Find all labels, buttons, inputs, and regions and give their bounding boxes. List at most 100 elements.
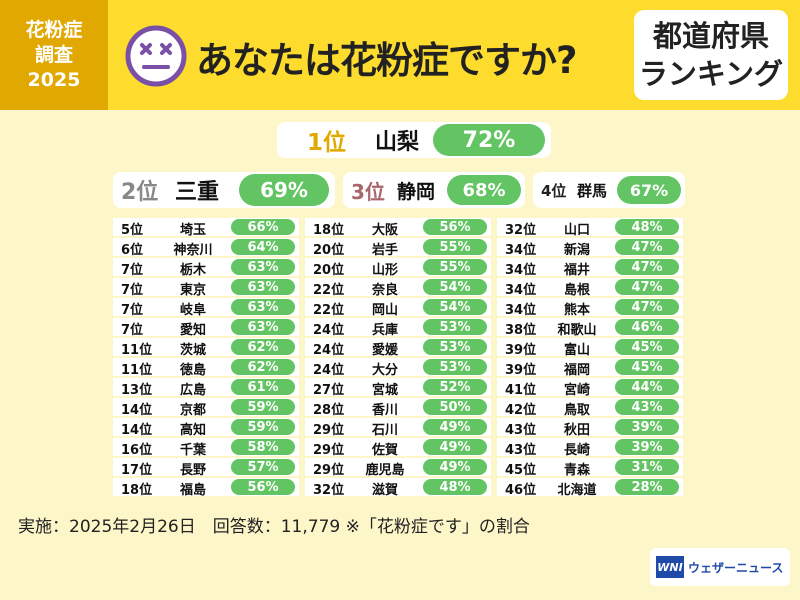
- rank-label: 41位: [505, 383, 537, 398]
- percent-pill: 63%: [231, 299, 295, 315]
- ranking-row: 7位 岐阜 63%: [113, 298, 299, 318]
- ranking-row: 17位 長野 57%: [113, 458, 299, 478]
- rank-label: 45位: [505, 463, 537, 478]
- percent-pill: 63%: [231, 279, 295, 295]
- prefecture-name: 福岡: [563, 363, 590, 378]
- prefecture-name: 青森: [563, 463, 590, 478]
- percent-pill: 69%: [239, 174, 329, 206]
- ranking-row: 14位 京都 59%: [113, 398, 299, 418]
- rank-label: 7位: [121, 303, 144, 318]
- ranking-row: 14位 高知 59%: [113, 418, 299, 438]
- rank-label: 14位: [121, 403, 153, 418]
- prefecture-name: 宮崎: [563, 383, 590, 398]
- percent-pill: 45%: [615, 339, 679, 355]
- prefecture-name: 石川: [371, 423, 398, 438]
- rank-label: 5位: [121, 223, 144, 238]
- ranking-row: 22位 奈良 54%: [305, 278, 491, 298]
- rank-label: 4位: [541, 181, 567, 200]
- ranking-row: 24位 兵庫 53%: [305, 318, 491, 338]
- percent-pill: 48%: [423, 479, 487, 495]
- rank-label: 38位: [505, 323, 537, 338]
- prefecture-name: 山口: [563, 223, 590, 238]
- prefecture-name: 山梨: [375, 130, 420, 155]
- prefecture-name: 茨城: [179, 343, 206, 358]
- rank-label: 34位: [505, 243, 537, 258]
- ranking-row: 20位 山形 55%: [305, 258, 491, 278]
- percent-pill: 64%: [231, 239, 295, 255]
- rank-label: 20位: [313, 243, 345, 258]
- rank-label: 18位: [313, 223, 345, 238]
- survey-tag: 花粉症 調査 2025: [0, 0, 108, 110]
- ranking-row: 7位 愛知 63%: [113, 318, 299, 338]
- percent-pill: 49%: [423, 419, 487, 435]
- ranking-row: 18位 福島 56%: [113, 478, 299, 498]
- prefecture-name: 徳島: [179, 363, 206, 378]
- ranking-row: 22位 岡山 54%: [305, 298, 491, 318]
- rank-label: 39位: [505, 343, 537, 358]
- percent-pill: 54%: [423, 279, 487, 295]
- ranking-row: 39位 福岡 45%: [497, 358, 683, 378]
- prefecture-name: 長崎: [563, 443, 590, 458]
- rank-label: 24位: [313, 343, 345, 358]
- ranking-row: 29位 鹿児島 49%: [305, 458, 491, 478]
- percent-pill: 46%: [615, 319, 679, 335]
- percent-pill: 52%: [423, 379, 487, 395]
- prefecture-name: 長野: [179, 463, 206, 478]
- percent-pill: 63%: [231, 319, 295, 335]
- rank-1-card: 1位 山梨 72%: [277, 122, 551, 158]
- rank-label: 34位: [505, 263, 537, 278]
- prefecture-name: 静岡: [397, 180, 436, 203]
- ranking-row: 32位 滋賀 48%: [305, 478, 491, 498]
- rank-2-card: 2位 三重 69%: [113, 172, 335, 208]
- rank-label: 29位: [313, 463, 345, 478]
- percent-pill: 63%: [231, 259, 295, 275]
- header-banner: 花粉症 調査 2025 あなたは花粉症ですか? 都道府県 ランキング: [0, 0, 800, 110]
- prefecture-name: 佐賀: [371, 443, 398, 458]
- ranking-row: 34位 熊本 47%: [497, 298, 683, 318]
- percent-pill: 62%: [231, 359, 295, 375]
- percent-pill: 31%: [615, 459, 679, 475]
- ranking-row: 34位 島根 47%: [497, 278, 683, 298]
- percent-pill: 53%: [423, 359, 487, 375]
- rank-label: 2位: [121, 180, 159, 205]
- percent-pill: 54%: [423, 299, 487, 315]
- ranking-row: 24位 愛媛 53%: [305, 338, 491, 358]
- percent-pill: 44%: [615, 379, 679, 395]
- prefecture-name: 埼玉: [179, 223, 206, 238]
- prefecture-name: 京都: [179, 403, 206, 418]
- percent-pill: 53%: [423, 319, 487, 335]
- ranking-row: 7位 栃木 63%: [113, 258, 299, 278]
- logo-text: ウェザーニュース: [688, 560, 784, 575]
- percent-pill: 55%: [423, 259, 487, 275]
- prefecture-name: 鹿児島: [365, 463, 405, 478]
- ranking-row: 11位 徳島 62%: [113, 358, 299, 378]
- survey-tag-line-1: 花粉症: [25, 18, 83, 41]
- percent-pill: 50%: [423, 399, 487, 415]
- percent-pill: 53%: [423, 339, 487, 355]
- prefecture-name: 和歌山: [557, 323, 597, 338]
- prefecture-name: 兵庫: [371, 323, 398, 338]
- prefecture-name: 新潟: [563, 243, 590, 258]
- ranking-row: 32位 山口 48%: [497, 218, 683, 238]
- ranking-row: 34位 福井 47%: [497, 258, 683, 278]
- prefecture-name: 愛媛: [371, 343, 398, 358]
- rank-label: 7位: [121, 283, 144, 298]
- prefecture-name: 熊本: [563, 303, 590, 318]
- percent-pill: 57%: [231, 459, 295, 475]
- ranking-row: 28位 香川 50%: [305, 398, 491, 418]
- rank-label: 42位: [505, 403, 537, 418]
- prefecture-name: 鳥取: [563, 403, 590, 418]
- percent-pill: 47%: [615, 279, 679, 295]
- prefecture-name: 奈良: [371, 283, 398, 298]
- rank-label: 43位: [505, 443, 537, 458]
- percent-pill: 59%: [231, 399, 295, 415]
- percent-pill: 68%: [447, 175, 521, 205]
- prefecture-name: 大分: [371, 363, 398, 378]
- percent-pill: 39%: [615, 419, 679, 435]
- rank-label: 6位: [121, 243, 144, 258]
- percent-pill: 67%: [617, 176, 681, 204]
- prefecture-name: 群馬: [577, 181, 608, 200]
- logo-mark: WNI: [656, 556, 684, 578]
- percent-pill: 43%: [615, 399, 679, 415]
- rank-label: 16位: [121, 443, 153, 458]
